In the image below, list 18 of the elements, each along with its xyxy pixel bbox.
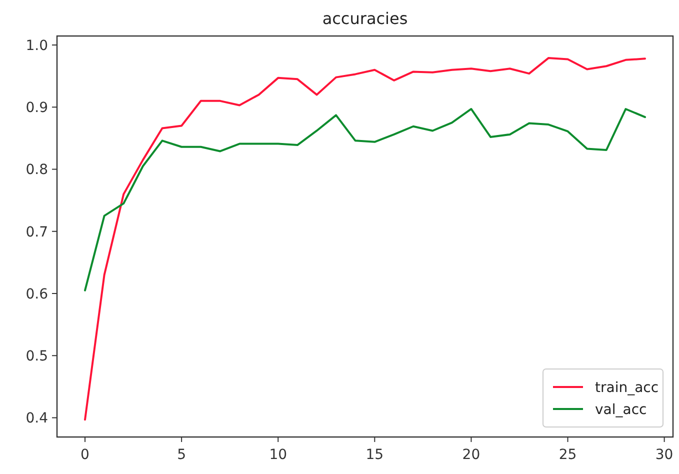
y-tick-label: 0.5 — [26, 348, 48, 365]
x-tick-label: 25 — [558, 447, 577, 463]
x-tick-label: 20 — [462, 447, 480, 463]
y-tick-label: 0.9 — [26, 100, 48, 116]
chart-title: accuracies — [322, 9, 408, 28]
x-tick-label: 10 — [269, 447, 288, 463]
y-tick-label: 0.7 — [26, 224, 48, 240]
x-tick-label: 0 — [80, 447, 90, 463]
x-tick-label: 30 — [655, 447, 674, 463]
y-tick-label: 0.6 — [26, 286, 48, 302]
x-tick-label: 15 — [366, 447, 384, 463]
line-series — [84, 108, 646, 292]
legend-label: train_acc — [595, 380, 659, 396]
y-tick-label: 0.8 — [26, 162, 48, 178]
y-tick-label: 0.4 — [26, 410, 48, 427]
y-tick-label: 1.0 — [26, 38, 48, 54]
x-tick-label: 5 — [177, 447, 186, 463]
legend-label: val_acc — [595, 402, 647, 418]
